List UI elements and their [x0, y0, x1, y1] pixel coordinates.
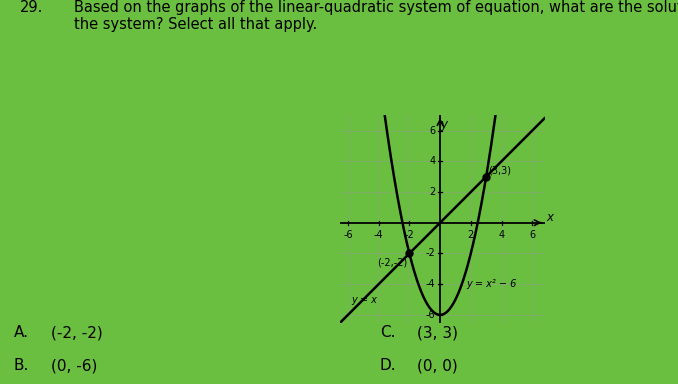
Text: -6: -6: [426, 310, 435, 320]
Text: (-2, -2): (-2, -2): [51, 325, 102, 340]
Text: D.: D.: [380, 358, 397, 373]
Text: 2: 2: [468, 230, 474, 240]
Text: (3, 3): (3, 3): [417, 325, 458, 340]
Text: 6: 6: [530, 230, 536, 240]
Text: -4: -4: [426, 279, 435, 289]
Text: Based on the graphs of the linear-quadratic system of equation, what are the sol: Based on the graphs of the linear-quadra…: [74, 0, 678, 32]
Text: 4: 4: [429, 156, 435, 166]
Text: C.: C.: [380, 325, 395, 340]
Text: 29.: 29.: [20, 0, 43, 15]
Text: -6: -6: [343, 230, 353, 240]
Text: x: x: [546, 211, 553, 224]
Text: y: y: [441, 118, 447, 131]
Text: -2: -2: [405, 230, 414, 240]
Text: (3,3): (3,3): [488, 166, 511, 176]
Text: (0, 0): (0, 0): [417, 358, 458, 373]
Text: (-2,-2): (-2,-2): [377, 257, 407, 267]
Text: 6: 6: [429, 126, 435, 136]
Text: y = x: y = x: [351, 295, 377, 305]
Text: y = x² − 6: y = x² − 6: [466, 279, 517, 289]
Text: B.: B.: [14, 358, 29, 373]
Text: A.: A.: [14, 325, 28, 340]
Text: 2: 2: [429, 187, 435, 197]
Text: 4: 4: [498, 230, 504, 240]
Text: -4: -4: [374, 230, 384, 240]
Text: (0, -6): (0, -6): [51, 358, 97, 373]
Text: -2: -2: [426, 248, 435, 258]
